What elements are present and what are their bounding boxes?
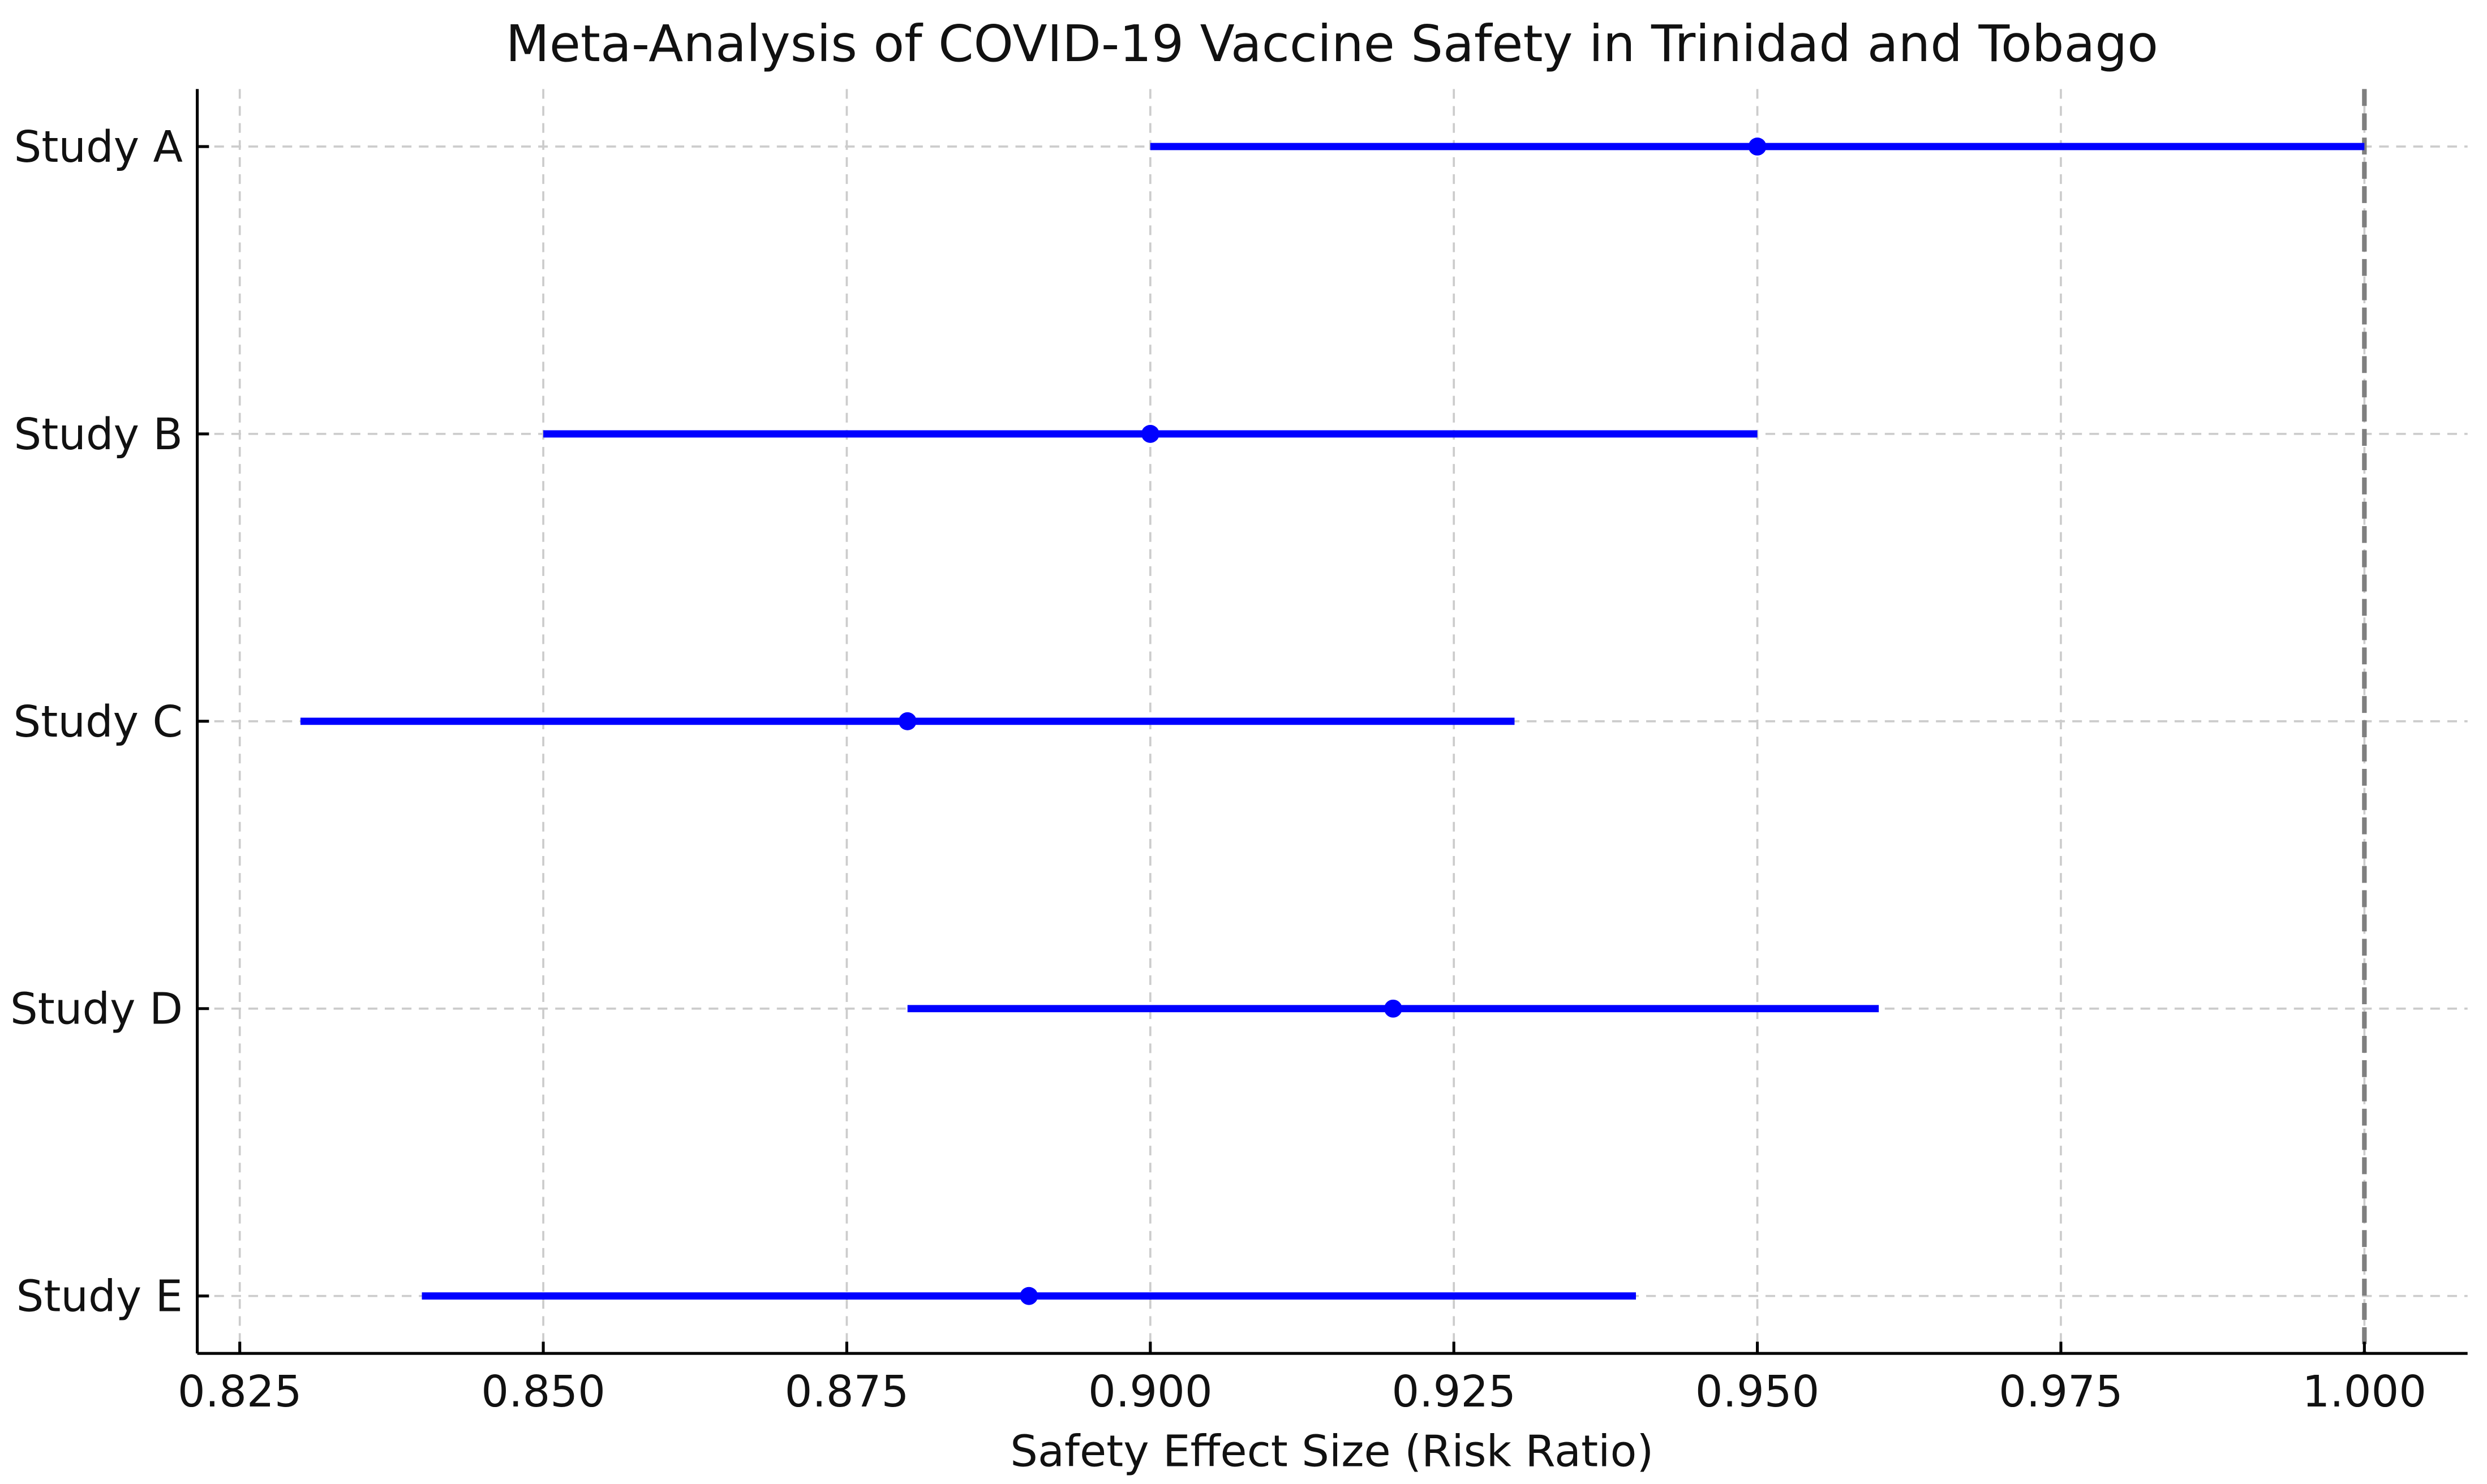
y-tick-label-study-c: Study C: [14, 697, 183, 747]
point-marker-study-d: [1384, 999, 1402, 1018]
point-marker-study-e: [1020, 1287, 1038, 1305]
x-tick-label-0.900: 0.900: [1088, 1367, 1213, 1417]
y-tick-label-study-d: Study D: [10, 984, 183, 1035]
axes-layer: [196, 89, 2468, 1355]
x-tick-label-0.975: 0.975: [1999, 1367, 2123, 1417]
chart-title: Meta-Analysis of COVID-19 Vaccine Safety…: [506, 15, 2158, 74]
x-tick-label-0.950: 0.950: [1695, 1367, 1820, 1417]
x-tick-label-0.875: 0.875: [785, 1367, 909, 1417]
point-marker-study-b: [1141, 425, 1159, 443]
x-tick-label-0.825: 0.825: [178, 1367, 302, 1417]
x-tick-label-1.000: 1.000: [2303, 1367, 2427, 1417]
y-tick-label-study-b: Study B: [14, 410, 183, 460]
data-layer: [300, 137, 2365, 1305]
point-marker-study-a: [1748, 137, 1767, 156]
point-marker-study-c: [898, 712, 917, 730]
x-tick-label-0.850: 0.850: [481, 1367, 605, 1417]
y-tick-label-study-a: Study A: [14, 122, 183, 173]
x-tick-label-0.925: 0.925: [1391, 1367, 1516, 1417]
labels-layer: 0.825 0.850 0.875 0.900 0.925 0.950 0.975 1.000…: [10, 122, 2426, 1417]
x-axis-label: Safety Effect Size (Risk Ratio): [1010, 1427, 1653, 1477]
y-tick-label-study-e: Study E: [16, 1272, 183, 1322]
